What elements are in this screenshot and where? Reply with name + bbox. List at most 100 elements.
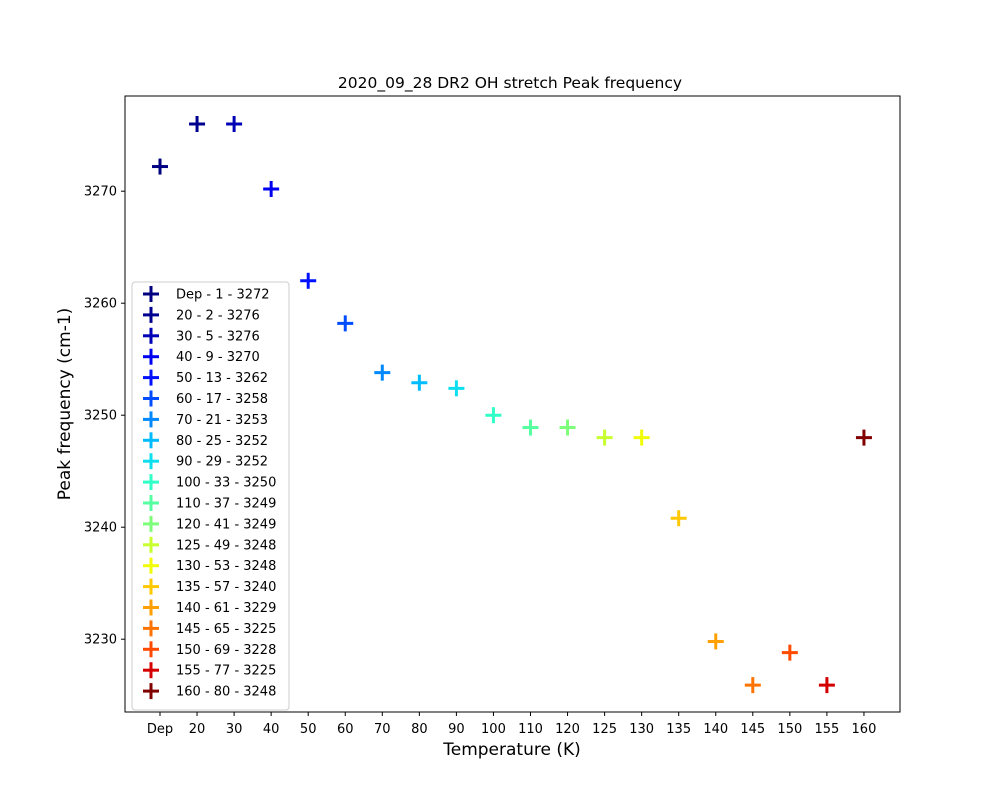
legend-marker bbox=[143, 474, 159, 491]
legend-marker bbox=[143, 515, 159, 532]
plot-frame bbox=[124, 95, 901, 713]
data-point bbox=[855, 429, 872, 446]
data-point bbox=[596, 429, 613, 446]
x-tick-label: 160 bbox=[852, 722, 877, 737]
data-points bbox=[152, 116, 872, 694]
legend-entry: 80 - 25 - 3252 bbox=[143, 432, 268, 449]
x-tick-label: 110 bbox=[518, 722, 543, 737]
legend-entry: 110 - 37 - 3249 bbox=[143, 495, 276, 512]
legend-entry: 50 - 13 - 3262 bbox=[143, 369, 268, 386]
legend-label: 100 - 33 - 3250 bbox=[176, 476, 276, 491]
legend-marker bbox=[143, 557, 159, 574]
legend-entry: 130 - 53 - 3248 bbox=[143, 557, 276, 574]
data-point bbox=[485, 407, 502, 424]
legend-label: 160 - 80 - 3248 bbox=[176, 685, 276, 700]
legend-label: 90 - 29 - 3252 bbox=[176, 455, 268, 470]
legend-label: 120 - 41 - 3249 bbox=[176, 517, 276, 532]
data-point bbox=[374, 364, 391, 381]
x-tick-label: 125 bbox=[592, 722, 617, 737]
legend-label: 30 - 5 - 3276 bbox=[176, 329, 260, 344]
legend-label: Dep - 1 - 3272 bbox=[176, 288, 270, 303]
legend-label: 155 - 77 - 3225 bbox=[176, 664, 276, 679]
x-tick-label: 40 bbox=[263, 722, 280, 737]
y-tick-label: 3240 bbox=[84, 521, 117, 536]
x-tick-label: 130 bbox=[629, 722, 654, 737]
legend-marker bbox=[143, 348, 159, 365]
legend-marker bbox=[143, 369, 159, 386]
legend-entry: 30 - 5 - 3276 bbox=[143, 327, 260, 344]
legend-marker bbox=[143, 432, 159, 449]
legend-marker bbox=[143, 286, 159, 302]
legend-label: 70 - 21 - 3253 bbox=[176, 413, 268, 428]
y-tick-label: 3230 bbox=[84, 633, 117, 648]
legend-label: 125 - 49 - 3248 bbox=[176, 538, 276, 553]
data-point bbox=[226, 116, 243, 132]
x-tick-label: 150 bbox=[777, 722, 802, 737]
legend-label: 60 - 17 - 3258 bbox=[176, 392, 268, 407]
y-tick-label: 3270 bbox=[84, 185, 117, 200]
x-tick-label: 145 bbox=[740, 722, 765, 737]
legend-marker bbox=[143, 641, 159, 658]
y-axis-title: Peak frequency (cm-1) bbox=[55, 308, 75, 501]
legend-marker bbox=[143, 306, 159, 323]
legend-entry: 70 - 21 - 3253 bbox=[143, 411, 268, 428]
legend-label: 50 - 13 - 3262 bbox=[176, 371, 268, 386]
data-point bbox=[411, 374, 428, 391]
legend-label: 40 - 9 - 3270 bbox=[176, 350, 260, 365]
legend-label: 80 - 25 - 3252 bbox=[176, 434, 268, 449]
x-tick-label: 30 bbox=[226, 722, 243, 737]
data-point bbox=[263, 180, 280, 197]
legend-marker bbox=[143, 327, 159, 344]
x-tick-label: 60 bbox=[337, 722, 354, 737]
legend-label: 140 - 61 - 3229 bbox=[176, 601, 276, 616]
legend-entry: 160 - 80 - 3248 bbox=[143, 683, 276, 700]
legend-entry: 145 - 65 - 3225 bbox=[143, 620, 276, 637]
data-point bbox=[633, 429, 650, 446]
data-point bbox=[670, 510, 687, 527]
x-tick-label: 80 bbox=[411, 722, 428, 737]
legend-label: 20 - 2 - 3276 bbox=[176, 308, 260, 323]
legend-label: 145 - 65 - 3225 bbox=[176, 622, 276, 637]
data-point bbox=[559, 419, 576, 436]
legend-entry: 155 - 77 - 3225 bbox=[143, 662, 276, 679]
x-tick-label: 120 bbox=[555, 722, 580, 737]
legend-marker bbox=[143, 578, 159, 595]
legend-entry: 135 - 57 - 3240 bbox=[143, 578, 276, 595]
x-tick-label: 20 bbox=[189, 722, 206, 737]
legend-entry: 120 - 41 - 3249 bbox=[143, 515, 276, 532]
legend-marker bbox=[143, 662, 159, 679]
chart-title: 2020_09_28 DR2 OH stretch Peak frequency bbox=[338, 74, 682, 93]
data-point bbox=[818, 677, 835, 694]
legend-marker bbox=[143, 536, 159, 553]
legend-entry: 90 - 29 - 3252 bbox=[143, 453, 268, 470]
legend-entry: 150 - 69 - 3228 bbox=[143, 641, 276, 658]
data-point bbox=[781, 644, 798, 661]
legend-marker bbox=[143, 495, 159, 511]
legend-entry: 40 - 9 - 3270 bbox=[143, 348, 260, 365]
data-point bbox=[152, 158, 168, 175]
legend-label: 150 - 69 - 3228 bbox=[176, 643, 276, 658]
legend-entry: 140 - 61 - 3229 bbox=[143, 599, 276, 616]
x-tick-label: Dep bbox=[147, 722, 173, 737]
x-tick-label: 70 bbox=[374, 722, 391, 737]
x-tick-label: 50 bbox=[300, 722, 317, 737]
x-tick-label: 100 bbox=[481, 722, 506, 737]
legend: Dep - 1 - 3272 20 - 2 - 3276 30 - 5 - 3276… bbox=[131, 281, 290, 711]
data-point bbox=[744, 677, 761, 694]
legend-entry: 125 - 49 - 3248 bbox=[143, 536, 276, 553]
legend-entry: 20 - 2 - 3276 bbox=[143, 306, 260, 323]
legend-box bbox=[131, 281, 290, 711]
y-tick-label: 3260 bbox=[84, 297, 117, 312]
legend-marker bbox=[143, 453, 159, 470]
data-point bbox=[707, 633, 724, 650]
data-point bbox=[189, 116, 206, 132]
x-tick-label: 90 bbox=[448, 722, 465, 737]
legend-entry: 100 - 33 - 3250 bbox=[143, 474, 276, 491]
legend-marker bbox=[143, 390, 159, 407]
legend-marker bbox=[143, 683, 159, 700]
legend-entry: 60 - 17 - 3258 bbox=[143, 390, 268, 407]
data-point bbox=[300, 272, 317, 289]
data-point bbox=[522, 419, 539, 436]
x-axis-title: Temperature (K) bbox=[442, 740, 581, 760]
x-tick-label: 140 bbox=[703, 722, 728, 737]
